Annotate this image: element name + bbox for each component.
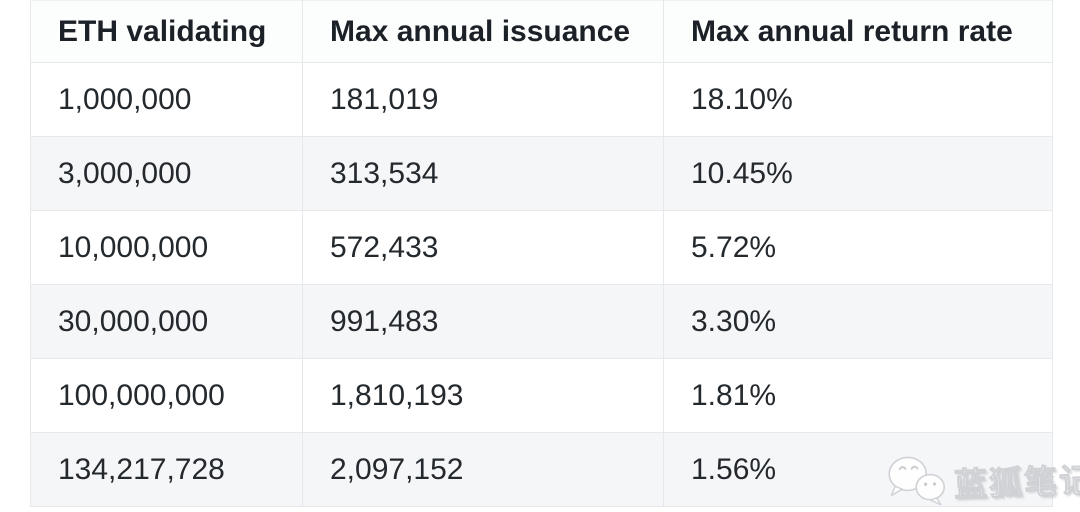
cell-eth-validating: 3,000,000 bbox=[30, 136, 303, 211]
table-row: 10,000,000 572,433 5.72% bbox=[30, 210, 1053, 285]
eth-issuance-table-container: ETH validating Max annual issuance Max a… bbox=[30, 0, 1053, 507]
cell-max-annual-return-rate: 3.30% bbox=[663, 284, 1053, 359]
table-header-row: ETH validating Max annual issuance Max a… bbox=[30, 0, 1053, 63]
cell-eth-validating: 30,000,000 bbox=[30, 284, 303, 359]
cell-max-annual-return-rate: 5.72% bbox=[663, 210, 1053, 285]
table-row: 100,000,000 1,810,193 1.81% bbox=[30, 358, 1053, 433]
cell-max-annual-issuance: 313,534 bbox=[302, 136, 664, 211]
table-row: 1,000,000 181,019 18.10% bbox=[30, 62, 1053, 137]
cell-eth-validating: 1,000,000 bbox=[30, 62, 303, 137]
table-row: 134,217,728 2,097,152 1.56% bbox=[30, 432, 1053, 507]
cell-max-annual-issuance: 572,433 bbox=[302, 210, 664, 285]
table-row: 3,000,000 313,534 10.45% bbox=[30, 136, 1053, 211]
cell-max-annual-issuance: 991,483 bbox=[302, 284, 664, 359]
cell-eth-validating: 134,217,728 bbox=[30, 432, 303, 507]
column-header-max-annual-issuance: Max annual issuance bbox=[302, 0, 664, 63]
cell-max-annual-issuance: 1,810,193 bbox=[302, 358, 664, 433]
table-row: 30,000,000 991,483 3.30% bbox=[30, 284, 1053, 359]
cell-max-annual-issuance: 181,019 bbox=[302, 62, 664, 137]
eth-issuance-table: ETH validating Max annual issuance Max a… bbox=[30, 0, 1053, 507]
cell-max-annual-return-rate: 10.45% bbox=[663, 136, 1053, 211]
cell-max-annual-issuance: 2,097,152 bbox=[302, 432, 664, 507]
cell-eth-validating: 10,000,000 bbox=[30, 210, 303, 285]
cell-max-annual-return-rate: 18.10% bbox=[663, 62, 1053, 137]
cell-max-annual-return-rate: 1.81% bbox=[663, 358, 1053, 433]
column-header-max-annual-return-rate: Max annual return rate bbox=[663, 0, 1053, 63]
cell-eth-validating: 100,000,000 bbox=[30, 358, 303, 433]
cell-max-annual-return-rate: 1.56% bbox=[663, 432, 1053, 507]
column-header-eth-validating: ETH validating bbox=[30, 0, 303, 63]
